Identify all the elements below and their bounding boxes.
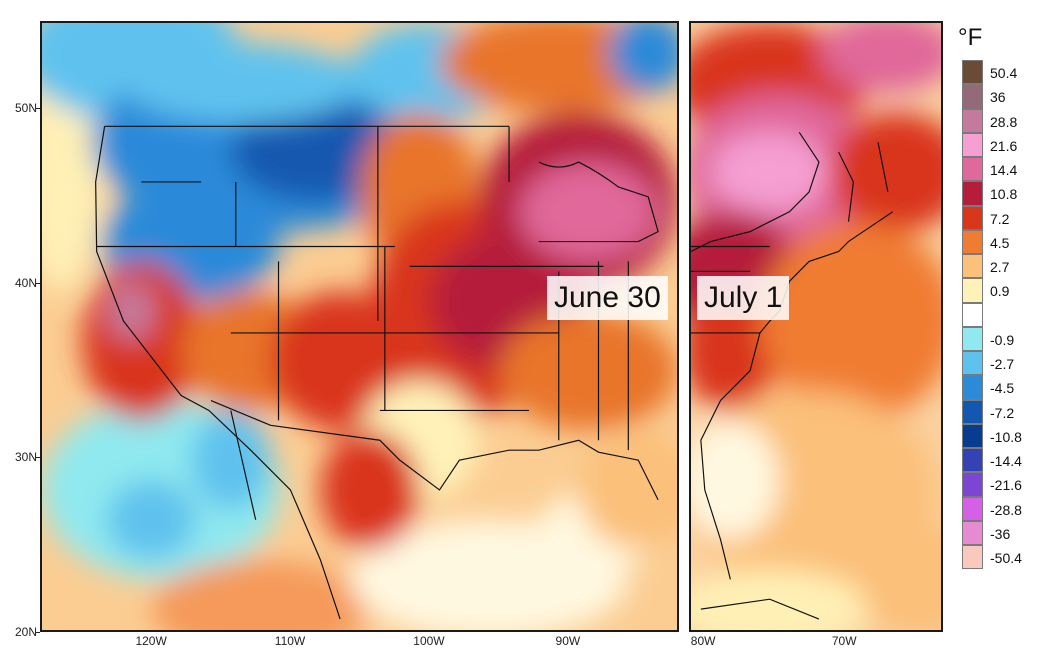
lat-tick-label: 20N: [14, 625, 37, 639]
lon-tick-label: 110W: [274, 634, 306, 648]
lat-tick-label: 40N: [14, 275, 37, 290]
lat-tick-mark: [36, 108, 40, 110]
legend-swatch: [962, 375, 983, 400]
legend-label: -50.4: [990, 550, 1022, 566]
legend-row: -7.2: [962, 399, 1048, 424]
date-label-june-30: June 30: [547, 276, 668, 320]
legend-swatch: [962, 302, 983, 327]
legend-row: 14.4: [962, 157, 1048, 182]
legend-label: 14.4: [990, 162, 1018, 178]
legend-row: -2.7: [962, 351, 1048, 376]
legend-row: [962, 302, 1048, 327]
legend-label: 28.8: [990, 113, 1018, 130]
lon-tick-label: 120W: [135, 634, 167, 648]
lat-tick-label: 50N: [14, 101, 37, 116]
legend-label: 21.6: [990, 137, 1018, 154]
legend-row: -14.4: [962, 448, 1048, 473]
legend-label: -10.8: [990, 428, 1022, 445]
legend-swatch: [962, 520, 983, 545]
lon-tick-label: 90W: [555, 634, 581, 648]
legend-row: 36: [962, 84, 1048, 109]
legend-label: 50.4: [990, 65, 1018, 81]
legend-row: -4.5: [962, 375, 1048, 400]
lat-tick-label: 30N: [14, 450, 37, 465]
legend-row: -21.6: [962, 472, 1048, 497]
legend-row: 21.6: [962, 132, 1048, 157]
legend-label: -7.2: [990, 404, 1015, 421]
date-label-july-1: July 1: [697, 276, 790, 320]
legend-swatch: [962, 108, 983, 133]
map-panel-july-1[interactable]: [689, 21, 943, 632]
lat-tick-mark: [36, 632, 40, 633]
legend-row: 28.8: [962, 108, 1048, 133]
legend-label: -2.7: [990, 356, 1015, 372]
legend-label: 0.9: [990, 283, 1010, 300]
legend-row: 50.4: [962, 60, 1048, 85]
legend-row: -36: [962, 520, 1048, 545]
legend-row: -28.8: [962, 496, 1048, 521]
legend-label: -36: [990, 525, 1011, 542]
legend-swatch: [962, 545, 983, 570]
map-panel-june-30[interactable]: [40, 21, 679, 632]
legend-label: -21.6: [990, 477, 1022, 494]
lon-tick-label: 100W: [413, 634, 445, 648]
lon-tick-label: 80W: [690, 634, 716, 648]
legend-unit-title: °F: [958, 24, 983, 51]
legend-row: -0.9: [962, 326, 1048, 351]
color-legend: 50.4 36 28.8 21.6 14.4 10.8 7.2 4.5 2.7 0.9 -0.9 -2…: [962, 60, 1048, 570]
legend-label: 4.5: [990, 234, 1010, 251]
legend-swatch: [962, 399, 983, 424]
legend-swatch: [962, 132, 983, 157]
legend-swatch: [962, 84, 983, 109]
legend-row: 2.7: [962, 254, 1048, 279]
legend-row: 10.8: [962, 181, 1048, 206]
legend-row: -10.8: [962, 423, 1048, 448]
legend-swatch: [962, 423, 983, 448]
lat-tick-mark: [36, 282, 40, 284]
legend-label: 10.8: [990, 186, 1018, 203]
legend-swatch: [962, 181, 983, 206]
legend-swatch: [962, 496, 983, 521]
anomaly-field-west: [42, 23, 677, 630]
legend-label: -0.9: [990, 331, 1015, 348]
legend-swatch: [962, 472, 983, 497]
legend-swatch: [962, 278, 983, 303]
legend-label: 36: [990, 89, 1006, 106]
legend-row: 0.9: [962, 278, 1048, 303]
anomaly-field-east: [691, 23, 941, 630]
map-boundaries-west: [95, 125, 659, 620]
legend-row: -50.4: [962, 545, 1048, 570]
legend-swatch: [962, 229, 983, 254]
temperature-anomaly-map-east: [691, 23, 941, 630]
lat-tick-mark: [36, 457, 40, 459]
legend-label: -28.8: [990, 501, 1022, 518]
legend-label: 7.2: [990, 210, 1010, 227]
lon-tick-label: 70W: [831, 634, 857, 648]
legend-label: 2.7: [990, 259, 1010, 275]
legend-swatch: [962, 60, 983, 85]
legend-swatch: [962, 326, 983, 351]
legend-swatch: [962, 205, 983, 230]
legend-label: -14.4: [990, 453, 1022, 469]
legend-label: -4.5: [990, 380, 1015, 397]
legend-swatch: [962, 157, 983, 182]
legend-swatch: [962, 448, 983, 473]
legend-row: 7.2: [962, 205, 1048, 230]
temperature-anomaly-map-west: [42, 23, 677, 630]
legend-swatch: [962, 254, 983, 279]
legend-row: 4.5: [962, 229, 1048, 254]
legend-swatch: [962, 351, 983, 376]
